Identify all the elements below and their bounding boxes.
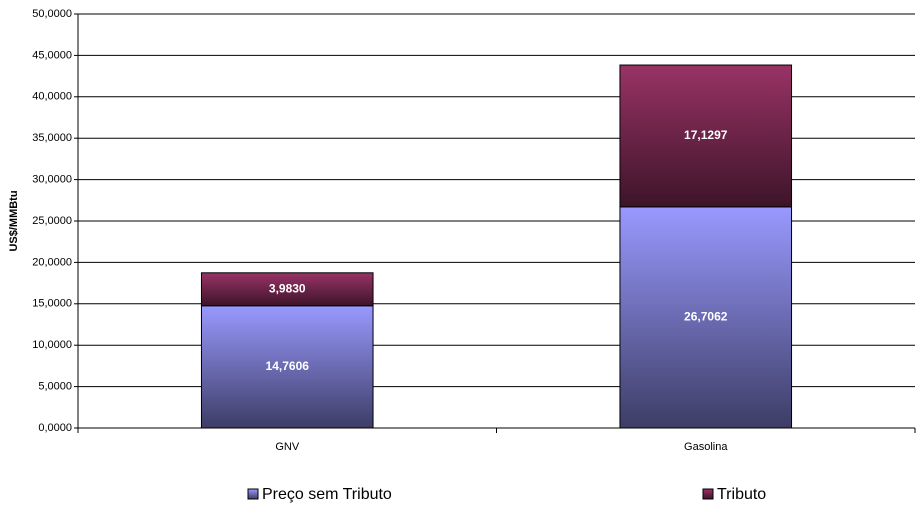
y-tick-label: 30,0000 [32,174,72,186]
y-tick-label: 5,0000 [38,381,72,393]
y-tick-label: 20,0000 [32,256,72,268]
y-tick-label: 0,0000 [38,422,72,434]
y-tick-label: 15,0000 [32,298,72,310]
x-tick-label: GNV [275,441,300,453]
legend-swatch [247,488,259,500]
value-label: 3,9830 [269,281,306,295]
y-tick-label: 50,0000 [32,8,72,20]
legend-label: Preço sem Tributo [262,486,392,503]
y-tick-label: 45,0000 [32,49,72,61]
bar-segment [200,305,374,429]
legend-swatch [702,488,714,500]
y-tick-label: 10,0000 [32,339,72,351]
bar-segment [200,272,374,307]
legend-label: Tributo [717,486,766,503]
y-tick-label: 40,0000 [32,91,72,103]
x-tick-label: Gasolina [684,441,728,453]
y-tick-label: 35,0000 [32,132,72,144]
value-label: 26,7062 [684,310,728,324]
value-label: 17,1297 [684,128,728,142]
bar-segment [619,64,793,208]
y-tick-label: 25,0000 [32,215,72,227]
y-axis-label: US$/MMBtu [8,190,20,251]
value-label: 14,7606 [266,359,310,373]
bar-segment [619,206,793,429]
